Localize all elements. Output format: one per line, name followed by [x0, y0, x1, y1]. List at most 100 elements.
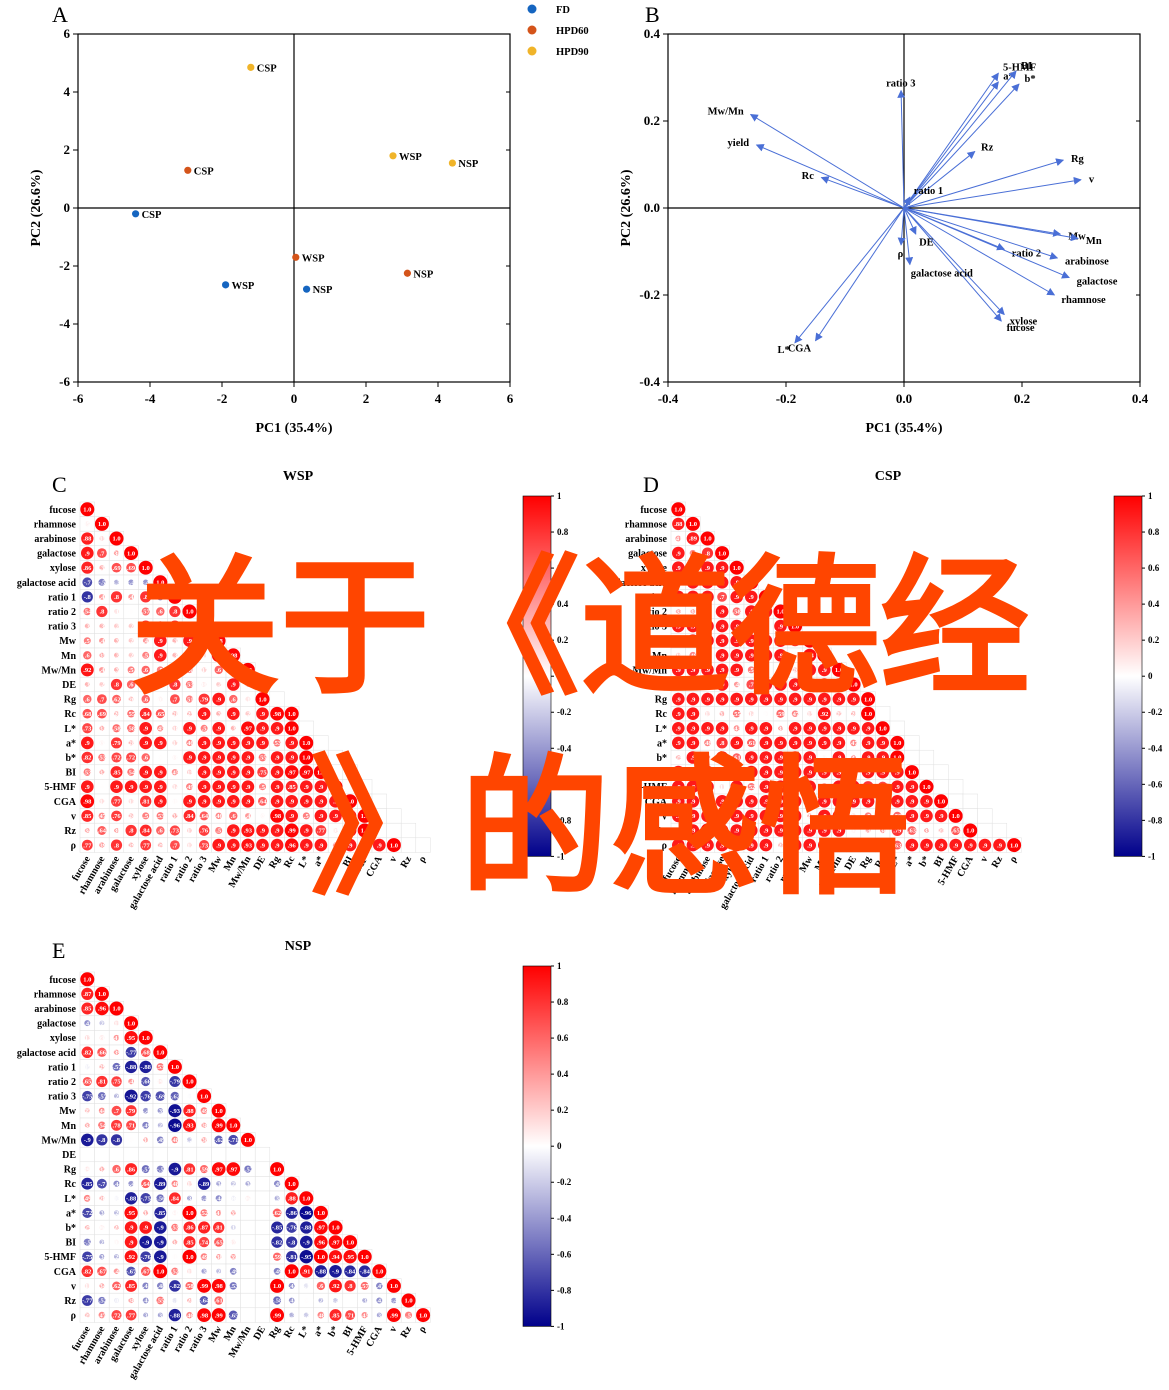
correlation-value: .11 [113, 1020, 121, 1027]
correlation-value: .9 [289, 799, 295, 806]
correlation-circle [861, 751, 875, 764]
correlation-value: .58 [185, 1283, 194, 1290]
correlation-value: .9 [822, 726, 828, 733]
correlation-value: .0057 [124, 609, 139, 616]
correlation-value: .14 [171, 784, 180, 791]
correlation-value: .9 [690, 623, 696, 630]
correlation-value: 1.0 [361, 828, 369, 835]
correlation-value: -.65 [228, 1312, 239, 1319]
correlation-value: .9 [705, 580, 711, 587]
correlation-value: .9 [85, 550, 91, 557]
correlation-value: .9 [734, 696, 740, 703]
row-label: galactose acid [17, 578, 77, 589]
correlation-circle [245, 682, 251, 687]
correlation-circle [80, 663, 94, 677]
correlation-value: .6 [318, 1283, 324, 1290]
correlation-value: .9 [734, 653, 740, 660]
row-label: Mw/Mn [633, 665, 668, 676]
correlation-value: .9 [982, 842, 988, 849]
correlation-circle [299, 750, 314, 765]
correlation-circle [719, 711, 725, 717]
correlation-value: -.34 [214, 1181, 225, 1188]
correlation-value: .79 [200, 696, 209, 703]
correlation-circle [716, 737, 728, 749]
correlation-circle [214, 665, 223, 675]
correlation-circle [715, 619, 729, 633]
correlation-value: -.7 [84, 580, 92, 587]
correlation-value: .85 [185, 1239, 194, 1246]
correlation-circle [299, 794, 313, 808]
correlation-value: .6 [216, 667, 222, 674]
correlation-circle [99, 682, 105, 687]
correlation-circle [778, 667, 783, 673]
correlation-circle [704, 754, 711, 761]
correlation-value: .97 [302, 769, 311, 776]
correlation-value: .9 [143, 1225, 149, 1232]
correlation-circle [362, 842, 368, 848]
correlation-circle [759, 721, 773, 735]
correlation-value: .9 [749, 638, 755, 645]
correlation-value: .5 [158, 667, 164, 674]
correlation-circle [197, 751, 211, 764]
correlation-value: -.5 [157, 594, 165, 601]
correlation-circle [185, 695, 194, 703]
loading-vector-label: ρ [898, 249, 904, 260]
correlation-value: .9 [836, 696, 842, 703]
correlation-circle [732, 753, 741, 762]
correlation-circle [84, 521, 90, 527]
correlation-circle [153, 794, 167, 808]
loading-vector [897, 89, 906, 209]
correlation-value: -.77 [126, 1050, 137, 1057]
x-tick-label: -0.4 [658, 391, 679, 406]
colorbar-tick-label: -0.6 [557, 779, 572, 789]
correlation-circle [99, 667, 105, 673]
correlation-circle [686, 736, 700, 750]
correlation-value: .9 [734, 638, 740, 645]
correlation-circle [99, 565, 105, 571]
correlation-value: -.62 [214, 1137, 224, 1144]
correlation-value: .53 [185, 682, 194, 689]
correlation-value: .9 [129, 1239, 135, 1246]
score-point-hpd90 [448, 159, 456, 167]
x-tick-label: -6 [73, 391, 84, 406]
correlation-value: .9 [705, 623, 711, 630]
column-label: CGA [955, 854, 976, 879]
correlation-value: .41 [674, 536, 682, 543]
correlation-value: .33 [689, 609, 698, 616]
correlation-circle [99, 637, 105, 644]
correlation-value: .79 [127, 1108, 136, 1115]
correlation-circle [690, 682, 696, 687]
correlation-circle [730, 648, 744, 662]
correlation-value: 1.0 [244, 667, 252, 674]
colorbar-tick-label: -0.2 [557, 1177, 572, 1187]
correlation-value: .8 [793, 638, 799, 645]
correlation-value: .099 [96, 1035, 108, 1042]
row-label: ratio 3 [48, 622, 76, 633]
column-label: b* [326, 854, 341, 869]
correlation-circle [705, 609, 710, 614]
column-label: Rz [399, 854, 415, 870]
correlation-circle [686, 619, 700, 633]
correlation-value: .23 [937, 828, 946, 835]
correlation-circle [172, 711, 178, 717]
correlation-circle [832, 721, 846, 735]
correlation-circle [127, 768, 135, 776]
correlation-value: .9 [85, 740, 91, 747]
correlation-value: -.27 [155, 1123, 166, 1130]
heatmap-cell [254, 1307, 271, 1323]
correlation-value: .6 [114, 1166, 120, 1173]
correlation-value: .61 [733, 755, 741, 762]
x-tick-label: 0.4 [1132, 391, 1149, 406]
correlation-value: .9 [720, 696, 726, 703]
correlation-circle [701, 547, 714, 559]
correlation-circle [258, 753, 267, 762]
correlation-circle [216, 682, 222, 687]
correlation-circle [80, 794, 95, 809]
score-point-label: NSP [313, 285, 333, 296]
correlation-circle [84, 828, 90, 833]
correlation-circle [109, 531, 124, 546]
correlation-circle [817, 648, 832, 663]
correlation-circle [226, 838, 240, 852]
colorbar [522, 965, 552, 1327]
